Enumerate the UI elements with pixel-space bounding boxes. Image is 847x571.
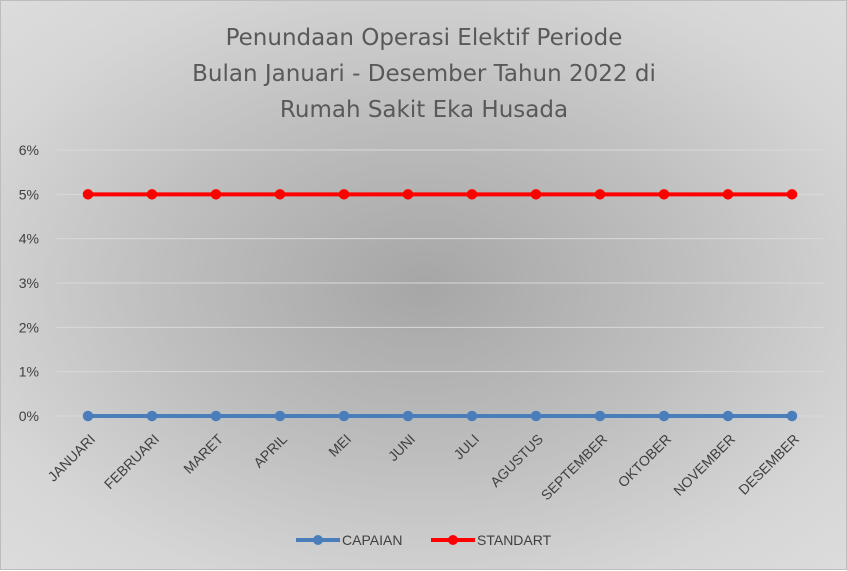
legend-swatch-marker bbox=[313, 535, 323, 545]
chart-title-line-3: Rumah Sakit Eka Husada bbox=[280, 97, 568, 123]
chart-title-line-1: Penundaan Operasi Elektif Periode bbox=[226, 25, 623, 51]
x-tick-label: SEPTEMBER bbox=[538, 431, 610, 503]
data-point-standart bbox=[594, 189, 606, 200]
data-point-capaian bbox=[210, 410, 222, 422]
x-tick-label: NOVEMBER bbox=[670, 431, 738, 499]
y-tick-label: 5% bbox=[19, 186, 39, 202]
series-lines bbox=[82, 189, 798, 422]
x-tick-label: AGUSTUS bbox=[487, 431, 546, 490]
data-point-capaian bbox=[146, 410, 158, 422]
y-tick-label: 3% bbox=[19, 275, 39, 291]
data-point-standart bbox=[786, 189, 798, 200]
data-point-standart bbox=[722, 189, 734, 200]
data-point-standart bbox=[402, 189, 414, 200]
y-tick-label: 1% bbox=[19, 364, 39, 380]
data-point-capaian bbox=[82, 410, 94, 422]
data-point-standart bbox=[210, 189, 222, 200]
data-point-capaian bbox=[338, 410, 350, 422]
data-point-capaian bbox=[466, 410, 478, 422]
data-point-standart bbox=[338, 189, 350, 200]
data-point-capaian bbox=[530, 410, 542, 422]
x-tick-label: FEBRUARI bbox=[101, 431, 162, 492]
data-point-standart bbox=[146, 189, 158, 200]
x-tick-label: JUNI bbox=[385, 431, 418, 464]
gridlines bbox=[56, 149, 824, 417]
legend: CAPAIAN STANDART bbox=[296, 532, 552, 548]
legend-swatch-marker bbox=[448, 535, 458, 545]
y-tick-label: 2% bbox=[19, 319, 39, 335]
x-tick-label: JULI bbox=[450, 431, 482, 463]
data-point-standart bbox=[530, 189, 542, 200]
x-tick-label: MARET bbox=[180, 430, 226, 476]
legend-label: CAPAIAN bbox=[342, 532, 402, 548]
y-tick-label: 6% bbox=[19, 142, 39, 158]
data-point-capaian bbox=[594, 410, 606, 422]
data-point-standart bbox=[466, 189, 478, 200]
x-axis-ticks: JANUARI FEBRUARI MARET APRIL MEI JUNI JULI AGUS… bbox=[44, 430, 802, 503]
data-point-capaian bbox=[274, 410, 286, 422]
x-tick-label: APRIL bbox=[250, 431, 290, 471]
data-point-standart bbox=[82, 189, 94, 200]
data-point-capaian bbox=[402, 410, 414, 422]
data-point-capaian bbox=[658, 410, 670, 422]
y-axis-ticks: 0% 1% 2% 3% 4% 5% 6% bbox=[19, 142, 39, 424]
x-tick-label: OKTOBER bbox=[615, 431, 675, 491]
data-point-standart bbox=[274, 189, 286, 200]
legend-label: STANDART bbox=[477, 532, 552, 548]
data-point-standart bbox=[658, 189, 670, 200]
x-tick-label: JANUARI bbox=[44, 431, 98, 485]
y-tick-label: 0% bbox=[19, 408, 39, 424]
x-tick-label: DESEMBER bbox=[735, 431, 802, 498]
data-point-capaian bbox=[786, 410, 798, 422]
chart-title: Penundaan Operasi Elektif Periode Bulan … bbox=[192, 25, 656, 123]
data-point-capaian bbox=[722, 410, 734, 422]
y-tick-label: 4% bbox=[19, 231, 39, 247]
x-tick-label: MEI bbox=[325, 431, 354, 460]
chart-title-line-2: Bulan Januari - Desember Tahun 2022 di bbox=[192, 61, 656, 87]
